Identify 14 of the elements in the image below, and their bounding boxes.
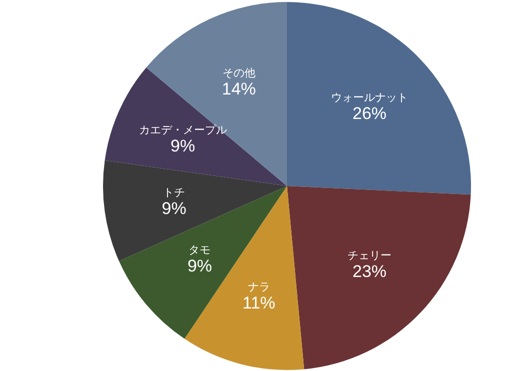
slice-label: カエデ・メープル [138,123,227,136]
slice-label: チェリー [348,248,392,262]
data-label: 26% [352,104,387,124]
slice-label: ナラ [248,280,270,294]
data-label: 9% [162,198,186,218]
slice-label: トチ [163,186,186,199]
slice-label: ウォールナット [331,91,408,104]
data-label: 23% [352,262,387,281]
data-label: 14% [222,80,256,99]
data-label: 9% [170,136,196,156]
slice-label: その他 [222,66,256,80]
data-label: 11% [242,294,276,313]
slice-label: タモ [188,243,211,256]
data-label: 9% [187,256,212,276]
